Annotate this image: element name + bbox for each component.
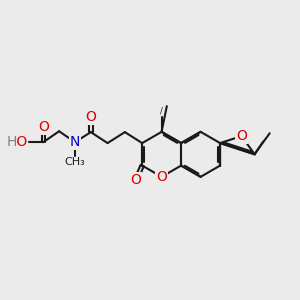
Text: N: N <box>70 135 80 149</box>
Text: HO: HO <box>6 135 28 149</box>
Text: O: O <box>236 129 247 143</box>
Text: O: O <box>130 173 141 187</box>
Text: O: O <box>85 110 96 124</box>
Text: O: O <box>38 120 49 134</box>
Text: H: H <box>6 135 17 149</box>
Text: /: / <box>160 107 163 116</box>
Text: CH₃: CH₃ <box>64 158 86 167</box>
Text: O: O <box>156 170 167 184</box>
